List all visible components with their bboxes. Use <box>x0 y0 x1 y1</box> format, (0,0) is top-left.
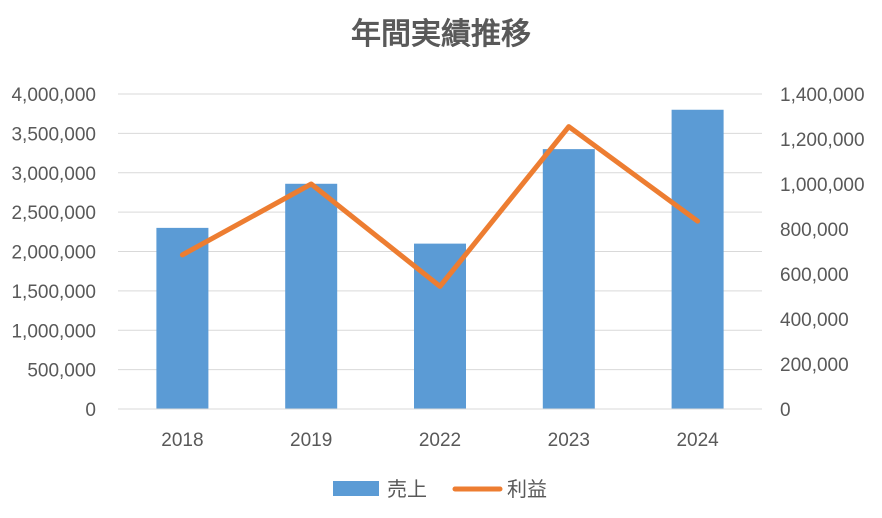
x-tick-label: 2018 <box>161 430 203 451</box>
bar-series-sales <box>156 109 724 409</box>
y-right-tick-label: 600,000 <box>780 265 849 286</box>
y-right-tick-label: 0 <box>780 400 791 421</box>
legend: 売上 利益 <box>333 477 547 501</box>
x-tick-label: 2019 <box>290 430 332 451</box>
x-tick-label: 2024 <box>676 430 719 451</box>
x-tick-label: 2023 <box>548 430 590 451</box>
y-left-tick-label: 500,000 <box>27 361 96 382</box>
y-left-tick-label: 1,000,000 <box>11 321 96 342</box>
bar-sales-2022 <box>414 243 466 409</box>
y-left-tick-label: 2,000,000 <box>11 243 96 264</box>
legend-label-sales: 売上 <box>387 477 427 501</box>
y-right-tick-label: 800,000 <box>780 220 849 241</box>
line-series-profit <box>179 124 701 289</box>
bar-sales-2024 <box>671 109 724 409</box>
bar-sales-2023 <box>542 149 595 409</box>
bar-sales-2018 <box>156 227 209 409</box>
y-left-tick-label: 3,500,000 <box>11 124 96 145</box>
legend-label-profit: 利益 <box>507 477 547 501</box>
y-left-tick-label: 2,500,000 <box>11 203 96 224</box>
y-right-tick-label: 1,000,000 <box>780 175 865 196</box>
y-left-tick-label: 0 <box>85 400 96 421</box>
y-axis-left: 0 500,000 1,000,000 1,500,000 2,000,000 2,500… <box>11 85 96 421</box>
x-tick-label: 2022 <box>419 430 461 451</box>
y-right-tick-label: 1,200,000 <box>780 130 865 151</box>
x-axis: 2018 2019 2022 2023 2024 <box>118 408 762 451</box>
legend-swatch-sales <box>333 481 379 496</box>
bar-sales-2019 <box>285 183 338 409</box>
y-left-tick-label: 3,000,000 <box>11 164 96 185</box>
y-right-tick-label: 1,400,000 <box>780 85 865 106</box>
y-right-tick-label: 400,000 <box>780 310 849 331</box>
chart-title: 年間実績推移 <box>351 17 531 52</box>
y-left-tick-label: 1,500,000 <box>11 282 96 303</box>
y-left-tick-label: 4,000,000 <box>11 85 96 106</box>
y-axis-right: 0 200,000 400,000 600,000 800,000 1,000,000 1,… <box>780 85 865 421</box>
y-right-tick-label: 200,000 <box>780 355 849 376</box>
